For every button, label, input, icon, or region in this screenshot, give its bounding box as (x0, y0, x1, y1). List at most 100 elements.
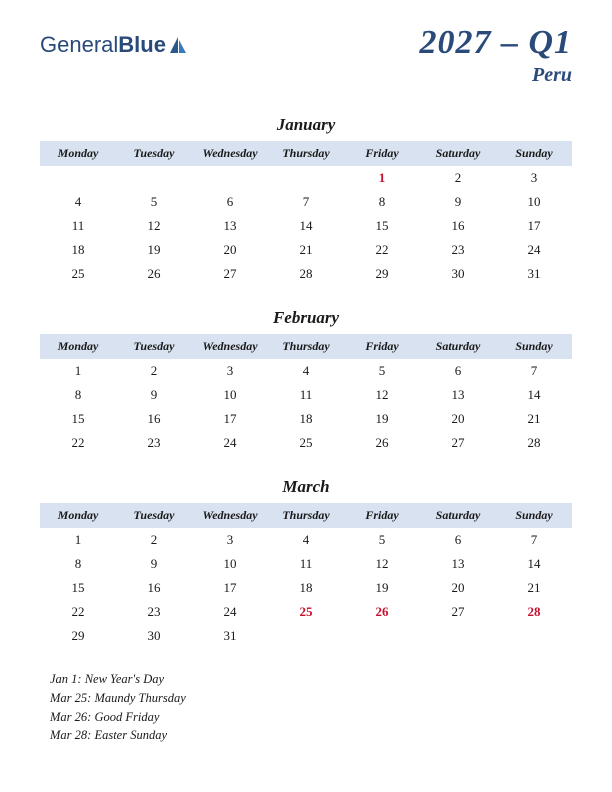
calendar-row: 18192021222324 (40, 238, 572, 262)
calendar-cell: 3 (496, 166, 572, 190)
calendar-cell: 28 (496, 431, 572, 455)
calendar-cell: 4 (40, 190, 116, 214)
calendar-cell: 17 (192, 407, 268, 431)
calendar-cell: 26 (344, 600, 420, 624)
calendar-cell: 25 (268, 600, 344, 624)
calendar-cell: 15 (40, 407, 116, 431)
calendar-cell: 14 (496, 383, 572, 407)
month-name: January (40, 115, 572, 135)
day-header: Wednesday (192, 141, 268, 166)
month-block: MarchMondayTuesdayWednesdayThursdayFrida… (40, 477, 572, 648)
calendar-cell: 9 (116, 552, 192, 576)
calendar-row: 15161718192021 (40, 576, 572, 600)
calendar-cell: 19 (344, 576, 420, 600)
day-header: Monday (40, 141, 116, 166)
calendar-cell: 7 (496, 528, 572, 552)
day-header: Friday (344, 334, 420, 359)
calendar-cell (116, 166, 192, 190)
calendar-table: MondayTuesdayWednesdayThursdayFridaySatu… (40, 141, 572, 286)
calendar-cell (420, 624, 496, 648)
day-header: Wednesday (192, 334, 268, 359)
day-header: Tuesday (116, 334, 192, 359)
calendar-cell: 6 (420, 528, 496, 552)
calendar-cell: 1 (40, 359, 116, 383)
logo-sail-icon (168, 35, 188, 55)
title-block: 2027 – Q1 Peru (419, 24, 572, 87)
logo-part1: General (40, 32, 118, 57)
calendar-cell: 11 (268, 383, 344, 407)
day-header: Friday (344, 503, 420, 528)
calendar-cell: 30 (116, 624, 192, 648)
calendar-row: 1234567 (40, 359, 572, 383)
calendars-container: JanuaryMondayTuesdayWednesdayThursdayFri… (40, 115, 572, 648)
calendar-cell: 21 (268, 238, 344, 262)
calendar-cell (496, 624, 572, 648)
day-header: Sunday (496, 141, 572, 166)
calendar-cell: 2 (420, 166, 496, 190)
calendar-cell: 21 (496, 407, 572, 431)
calendar-cell: 1 (344, 166, 420, 190)
calendar-cell: 2 (116, 528, 192, 552)
day-header: Thursday (268, 503, 344, 528)
calendar-cell: 16 (116, 407, 192, 431)
calendar-cell: 24 (496, 238, 572, 262)
calendar-cell: 16 (420, 214, 496, 238)
month-name: February (40, 308, 572, 328)
calendar-row: 25262728293031 (40, 262, 572, 286)
calendar-cell: 16 (116, 576, 192, 600)
calendar-cell: 14 (268, 214, 344, 238)
day-header: Wednesday (192, 503, 268, 528)
header: GeneralBlue 2027 – Q1 Peru (40, 24, 572, 87)
day-header: Tuesday (116, 141, 192, 166)
calendar-cell: 21 (496, 576, 572, 600)
logo: GeneralBlue (40, 32, 188, 58)
day-header: Monday (40, 334, 116, 359)
calendar-cell: 20 (192, 238, 268, 262)
calendar-cell: 29 (344, 262, 420, 286)
calendar-cell (192, 166, 268, 190)
day-header: Saturday (420, 141, 496, 166)
calendar-cell: 15 (344, 214, 420, 238)
calendar-cell: 22 (344, 238, 420, 262)
calendar-cell: 2 (116, 359, 192, 383)
day-header: Saturday (420, 334, 496, 359)
calendar-cell: 11 (268, 552, 344, 576)
calendar-cell: 3 (192, 359, 268, 383)
calendar-cell: 12 (344, 383, 420, 407)
calendar-row: 293031 (40, 624, 572, 648)
calendar-cell: 18 (268, 576, 344, 600)
calendar-cell (344, 624, 420, 648)
calendar-cell: 28 (496, 600, 572, 624)
calendar-row: 891011121314 (40, 552, 572, 576)
calendar-cell: 6 (192, 190, 268, 214)
calendar-cell: 5 (116, 190, 192, 214)
calendar-cell: 4 (268, 359, 344, 383)
calendar-cell: 31 (192, 624, 268, 648)
calendar-table: MondayTuesdayWednesdayThursdayFridaySatu… (40, 503, 572, 648)
month-block: FebruaryMondayTuesdayWednesdayThursdayFr… (40, 308, 572, 455)
calendar-cell: 26 (116, 262, 192, 286)
calendar-cell: 8 (40, 383, 116, 407)
calendar-cell: 13 (420, 383, 496, 407)
day-header: Saturday (420, 503, 496, 528)
holiday-entry: Mar 25: Maundy Thursday (50, 689, 572, 708)
calendar-cell: 10 (192, 383, 268, 407)
calendar-row: 45678910 (40, 190, 572, 214)
day-header: Thursday (268, 141, 344, 166)
calendar-cell: 7 (268, 190, 344, 214)
calendar-cell: 17 (496, 214, 572, 238)
calendar-cell: 1 (40, 528, 116, 552)
calendar-cell: 27 (192, 262, 268, 286)
page-title: 2027 – Q1 (419, 24, 572, 62)
calendar-cell: 23 (116, 431, 192, 455)
calendar-cell: 12 (344, 552, 420, 576)
calendar-cell: 10 (496, 190, 572, 214)
calendar-row: 22232425262728 (40, 600, 572, 624)
calendar-cell: 5 (344, 359, 420, 383)
calendar-cell: 28 (268, 262, 344, 286)
calendar-cell: 23 (116, 600, 192, 624)
day-header: Monday (40, 503, 116, 528)
day-header: Tuesday (116, 503, 192, 528)
day-header: Sunday (496, 503, 572, 528)
calendar-cell: 23 (420, 238, 496, 262)
